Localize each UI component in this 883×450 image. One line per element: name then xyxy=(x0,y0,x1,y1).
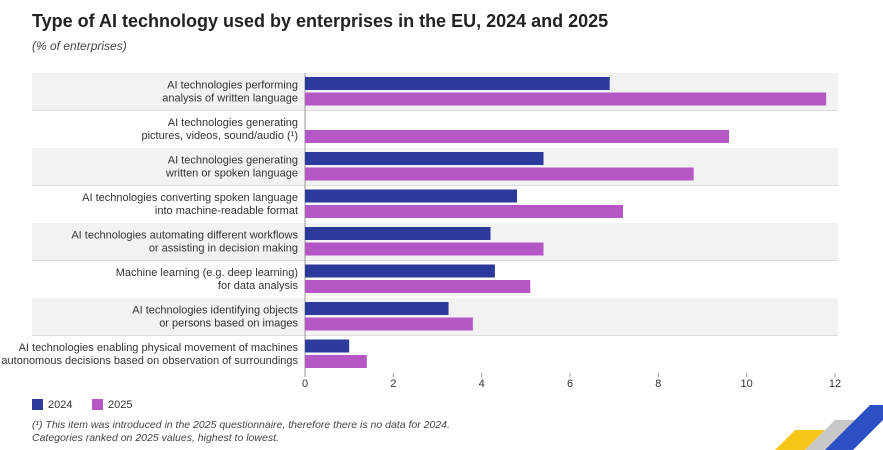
legend-swatch xyxy=(32,399,43,410)
bar xyxy=(305,152,544,165)
category-label: AI technologies automating different wor… xyxy=(71,229,298,254)
bar xyxy=(305,227,491,240)
x-tick-label: 4 xyxy=(479,378,485,390)
x-tick-label: 2 xyxy=(390,378,396,390)
category-label: AI technologies generating written or spo… xyxy=(165,154,298,179)
chart-title: Type of AI technology used by enterprise… xyxy=(32,11,608,31)
legend-label: 2025 xyxy=(108,399,132,411)
bar xyxy=(305,205,623,218)
category-label: AI technologies enabling physical moveme… xyxy=(0,342,298,367)
x-tick-label: 8 xyxy=(655,378,661,390)
bar xyxy=(305,167,694,181)
bar xyxy=(305,302,449,315)
category-label: AI technologies generating pictures, vide… xyxy=(141,117,298,142)
category-label: AI technologies converting spoken langua… xyxy=(82,192,298,217)
category-label: AI technologies performing analysis of wr… xyxy=(162,79,298,104)
legend-label: 2024 xyxy=(48,399,72,411)
bar xyxy=(305,264,495,278)
category-label: Machine learning (e.g. deep learning) for… xyxy=(116,267,299,292)
bar xyxy=(305,280,531,293)
bar xyxy=(305,92,827,106)
x-tick-label: 6 xyxy=(567,378,573,390)
bar xyxy=(305,317,473,331)
footnote: Categories ranked on 2025 values, highes… xyxy=(32,432,279,444)
chart-subtitle: (% of enterprises) xyxy=(32,39,127,53)
x-tick-label: 0 xyxy=(302,378,308,390)
bar xyxy=(305,339,350,353)
bar xyxy=(305,77,610,90)
bar xyxy=(305,355,367,368)
legend-swatch xyxy=(92,399,103,410)
bar xyxy=(305,242,544,256)
logo xyxy=(775,405,883,450)
x-tick-label: 12 xyxy=(829,378,841,390)
bar xyxy=(305,189,517,203)
footnote: (¹) This item was introduced in the 2025… xyxy=(32,419,450,431)
bar xyxy=(305,130,729,143)
x-tick-label: 10 xyxy=(741,378,753,390)
category-label: AI technologies identifying objects or pe… xyxy=(132,304,298,329)
